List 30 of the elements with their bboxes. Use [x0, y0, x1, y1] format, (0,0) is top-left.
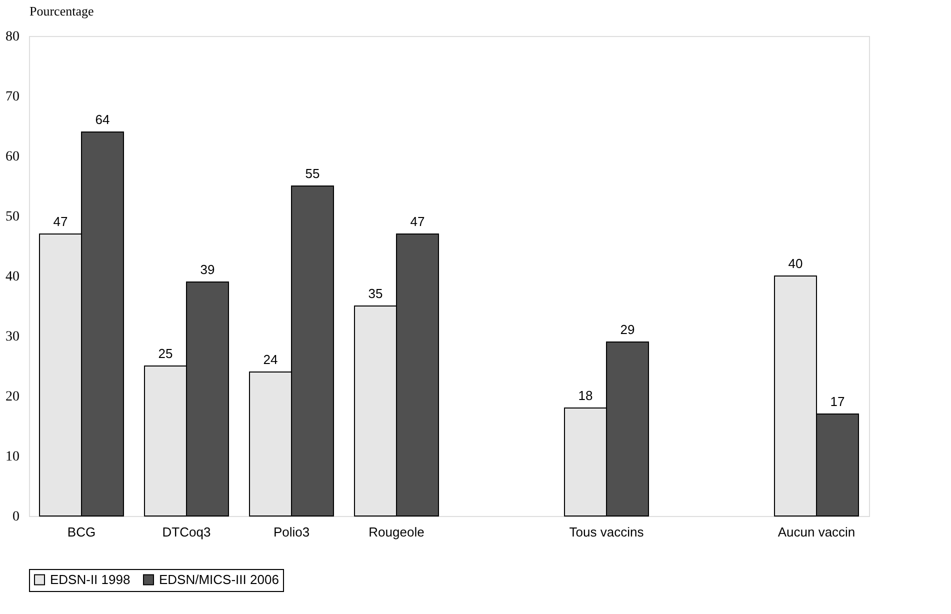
x-tick-label: Rougeole [368, 524, 424, 540]
data-label: 40 [788, 256, 803, 271]
data-label: 17 [830, 394, 845, 409]
y-tick-label: 10 [6, 450, 20, 464]
data-label: 39 [200, 262, 215, 277]
x-tick-label: BCG [67, 524, 96, 540]
y-tick-label: 30 [6, 330, 20, 344]
data-label: 47 [53, 214, 68, 229]
y-tick-label: 80 [6, 30, 20, 44]
y-axis-title: Pourcentage [30, 4, 94, 18]
y-tick-label: 0 [12, 510, 20, 524]
data-label: 55 [305, 166, 320, 181]
legend-label: EDSN-II 1998 [50, 572, 130, 587]
data-label: 35 [368, 286, 383, 301]
y-tick-label: 60 [6, 150, 20, 164]
data-label: 24 [263, 352, 278, 367]
x-tick-label: Polio3 [273, 524, 310, 540]
y-tick-label: 40 [6, 270, 20, 284]
legend-label: EDSN/MICS-III 2006 [159, 572, 279, 587]
x-tick-label: DTCoq3 [162, 524, 211, 540]
data-label: 47 [410, 214, 425, 229]
data-label: 29 [620, 322, 635, 337]
y-tick-label: 70 [6, 90, 20, 104]
y-tick-label: 20 [6, 390, 20, 404]
y-tick-label: 50 [6, 210, 20, 224]
data-label: 64 [95, 112, 110, 127]
x-tick-label: Aucun vaccin [778, 524, 856, 540]
data-label: 25 [158, 346, 173, 361]
data-label: 18 [578, 388, 593, 403]
x-tick-label: Tous vaccins [569, 524, 644, 540]
